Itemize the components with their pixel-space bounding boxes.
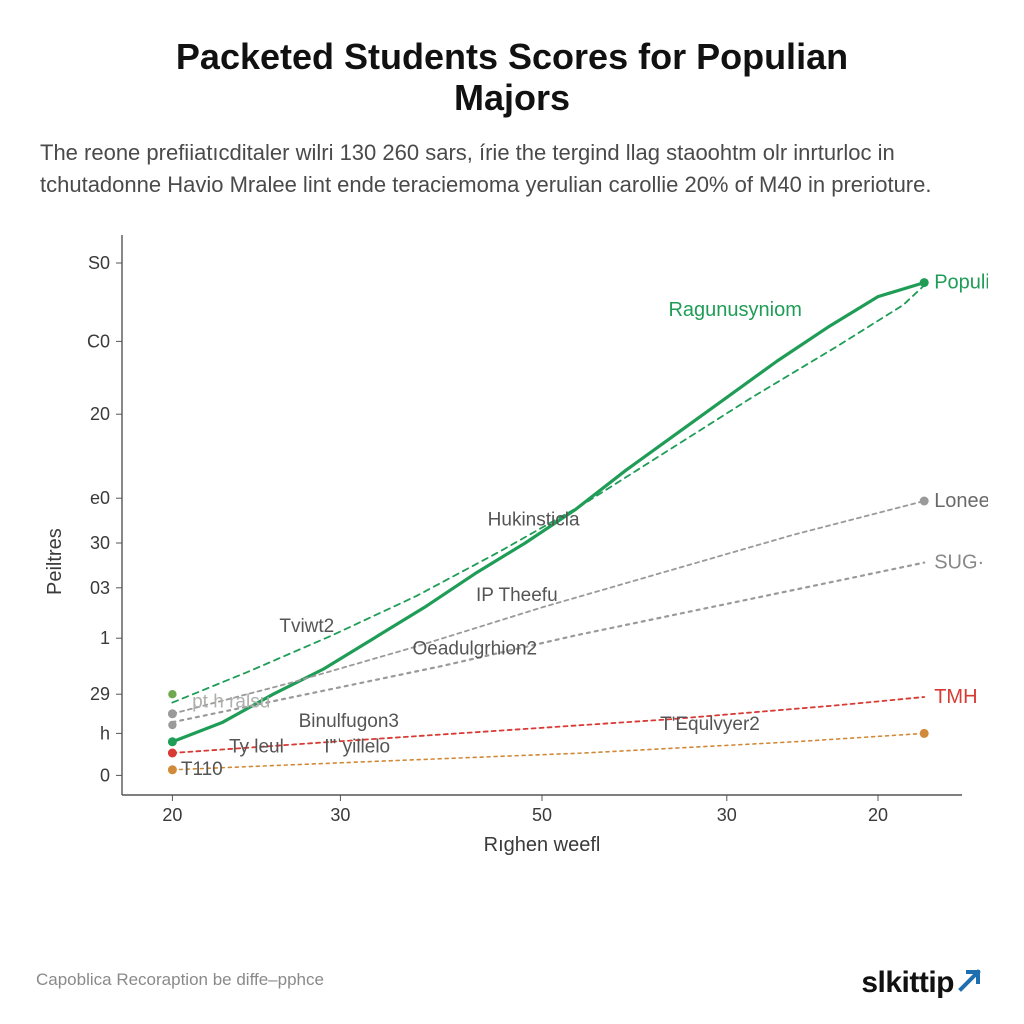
chart-area: Peiltres 0h2910330e020C0S02030503020Rıgh… [36,225,988,865]
svg-text:Oeadulgrhion2: Oeadulgrhion2 [412,638,537,659]
svg-text:C0: C0 [87,331,110,351]
svg-text:h: h [100,723,110,743]
svg-text:29: 29 [90,684,110,704]
svg-text:30: 30 [90,533,110,553]
brand-arrow-icon [958,966,984,1000]
svg-text:1: 1 [100,628,110,648]
svg-text:Populiar: Populiar [934,271,988,293]
chart-subtitle: The reone prefiiatıcditaler wilri 130 26… [40,137,958,201]
svg-text:20: 20 [868,805,888,825]
line-chart: 0 h 29 1 03 30 e0 20 C0 S0 20 30 50 30 20 Rıghen weefl P… [36,225,988,865]
brand-text: slkittip [861,966,954,1000]
svg-text:0: 0 [100,765,110,785]
svg-text:I"ˈyillelo: I"ˈyillelo [324,736,390,757]
svg-text:20: 20 [90,404,110,424]
svg-text:SUG·: SUG· [934,551,984,573]
svg-text:Ragunusyniom: Ragunusyniom [668,299,801,321]
svg-text:S0: S0 [88,253,110,273]
svg-text:Hukinsticla: Hukinsticla [488,509,580,530]
svg-text:03: 03 [90,577,110,597]
footer-caption: Capoblica Recoraption be diffe–pphce [36,970,324,990]
svg-text:TMH: TMH [934,686,977,708]
svg-text:50: 50 [532,805,552,825]
svg-text:T110: T110 [181,758,223,779]
svg-text:Rıghen weefl: Rıghen weefl [484,834,601,856]
chart-title: Packeted Students Scores for Populian Ma… [116,36,908,119]
svg-text:Lonee: Lonee [934,490,988,512]
svg-text:IP Theefu: IP Theefu [476,585,558,606]
svg-text:20: 20 [162,805,182,825]
svg-text:e0: e0 [90,488,110,508]
svg-text:pt h ralsu: pt h ralsu [192,691,270,712]
svg-text:Tviwt2: Tviwt2 [279,616,334,637]
svg-text:30: 30 [330,805,350,825]
svg-text:T'Equlvyer2: T'Equlvyer2 [660,714,760,735]
svg-text:Binulfugon3: Binulfugon3 [299,711,399,732]
svg-text:30: 30 [717,805,737,825]
brand-logo: slkittip [861,966,984,1000]
svg-text:Ty leul: Ty leul [229,736,284,757]
